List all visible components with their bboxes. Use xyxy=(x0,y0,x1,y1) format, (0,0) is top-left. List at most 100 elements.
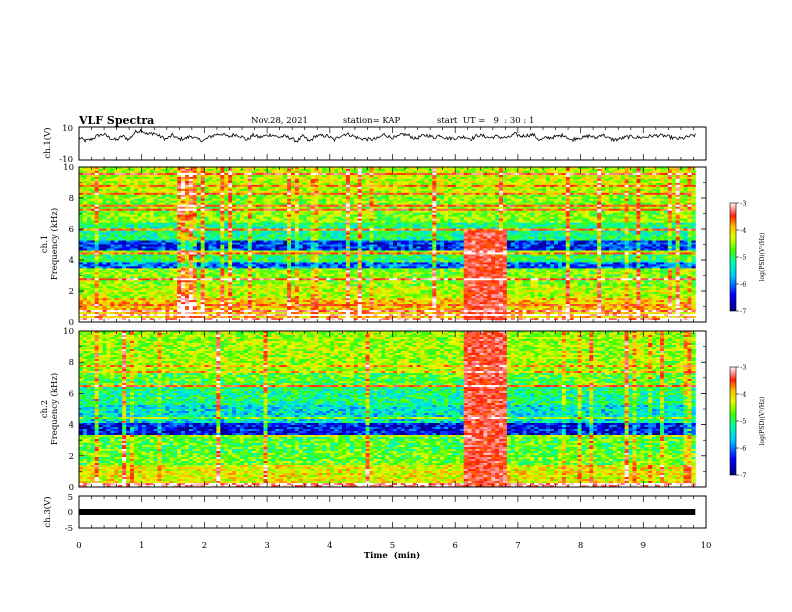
spectrogram-cell xyxy=(628,182,633,186)
spectrogram-cell xyxy=(216,186,221,190)
spectrogram-cell xyxy=(499,170,504,174)
spectrogram-cell xyxy=(432,194,437,198)
spectrogram-cell xyxy=(514,208,520,212)
spectrogram-cell xyxy=(330,188,335,192)
spectrogram-cell xyxy=(624,194,630,198)
spectrogram-cell xyxy=(644,192,649,196)
spectrogram-cell xyxy=(98,212,103,216)
spectrogram-cell xyxy=(502,206,508,210)
spectrogram-cell xyxy=(137,167,143,170)
spectrogram-cell xyxy=(385,172,390,176)
spectrogram-cell xyxy=(149,204,154,208)
spectrogram-cell xyxy=(287,216,292,220)
spectrogram-cell xyxy=(165,180,170,184)
spectrogram-cell xyxy=(314,178,319,182)
spectrogram-cell xyxy=(683,206,688,210)
spectrogram-cell xyxy=(345,178,351,182)
spectrogram-cell xyxy=(463,186,469,190)
spectrogram-cell xyxy=(601,182,606,186)
spectrogram-cell xyxy=(141,218,147,222)
spectrogram-cell xyxy=(691,204,696,208)
spectrogram-cell xyxy=(393,198,398,202)
spectrogram-cell xyxy=(640,174,645,178)
spectrogram-cell xyxy=(102,170,107,174)
spectrogram-cell xyxy=(589,190,594,194)
spectrogram-cell xyxy=(279,210,284,214)
spectrogram-cell xyxy=(106,176,111,180)
spectrogram-cell xyxy=(318,172,323,176)
spectrogram-cell xyxy=(675,170,681,174)
spectrogram-cell xyxy=(82,168,88,172)
spectrogram-cell xyxy=(444,210,449,214)
spectrogram-cell xyxy=(200,214,206,218)
spectrogram-cell xyxy=(691,196,696,200)
spectrogram-cell xyxy=(632,186,637,190)
spectrogram-cell xyxy=(542,192,547,196)
spectrogram-cell xyxy=(542,178,547,182)
spectrogram-cell xyxy=(636,196,641,200)
spectrogram-cell xyxy=(345,200,351,204)
spectrogram-cell xyxy=(224,176,229,180)
spectrogram-cell xyxy=(636,218,641,222)
spectrogram-cell xyxy=(165,208,170,212)
spectrogram-cell xyxy=(605,220,610,224)
spectrogram-cell xyxy=(247,202,253,206)
spectrogram-cell xyxy=(357,212,363,216)
spectrogram-cell xyxy=(471,172,476,176)
spectrogram-cell xyxy=(353,170,359,174)
spectrogram-cell xyxy=(683,190,688,194)
spectrogram-cell xyxy=(389,186,394,190)
spectrogram-cell xyxy=(228,174,233,178)
spectrogram-cell xyxy=(671,190,677,194)
spectrogram-cell xyxy=(314,180,319,184)
spectrogram-cell xyxy=(412,168,418,172)
spectrogram-cell xyxy=(82,214,88,218)
spectrogram-cell xyxy=(569,168,575,172)
spectrogram-cell xyxy=(652,190,657,194)
spectrogram-cell xyxy=(126,212,131,216)
spectrogram-cell xyxy=(660,178,665,182)
spectrogram-cell xyxy=(506,182,512,186)
spectrogram-cell xyxy=(133,194,139,198)
spectrogram-cell xyxy=(90,178,96,182)
spectrogram-cell xyxy=(585,184,590,188)
spectrogram-cell xyxy=(294,218,300,222)
spectrogram-cell xyxy=(94,180,100,184)
spectrogram-cell xyxy=(396,218,402,222)
spectrogram-cell xyxy=(491,167,496,170)
spectrogram-cell xyxy=(675,216,681,220)
spectrogram-cell xyxy=(569,180,575,184)
spectrogram-cell xyxy=(216,182,221,186)
spectrogram-cell xyxy=(208,167,213,170)
spectrogram-cell xyxy=(118,167,123,170)
spectrogram-cell xyxy=(561,180,567,184)
spectrogram-cell xyxy=(597,186,602,190)
spectrogram-cell xyxy=(648,192,653,196)
spectrogram-cell xyxy=(487,170,492,174)
spectrogram-cell xyxy=(499,172,504,176)
spectrogram-cell xyxy=(475,212,480,216)
spectrogram-cell xyxy=(133,204,139,208)
spectrogram-cell xyxy=(557,210,563,214)
spectrogram-cell xyxy=(675,190,681,194)
spectrogram-cell xyxy=(510,176,516,180)
spectrogram-cell xyxy=(322,174,327,178)
spectrogram-cell xyxy=(561,198,567,202)
spectrogram-cell xyxy=(208,202,213,206)
spectrogram-cell xyxy=(220,198,225,202)
spectrogram-cell xyxy=(483,220,488,224)
spectrogram-cell xyxy=(518,170,524,174)
spectrogram-cell xyxy=(290,206,296,210)
spectrogram-cell xyxy=(279,188,284,192)
spectrogram-cell xyxy=(290,196,296,200)
spectrogram-cell xyxy=(683,220,688,224)
spectrogram-cell xyxy=(518,188,524,192)
spectrogram-cell xyxy=(561,204,567,208)
spectrogram-cell xyxy=(79,176,84,180)
spectrogram-cell xyxy=(236,206,241,210)
spectrogram-cell xyxy=(114,186,119,190)
date-label: Nov.28, 2021 xyxy=(251,116,308,126)
spectrogram-cell xyxy=(679,206,684,210)
spectrogram-cell xyxy=(404,180,410,184)
spectrogram-cell xyxy=(420,198,425,202)
